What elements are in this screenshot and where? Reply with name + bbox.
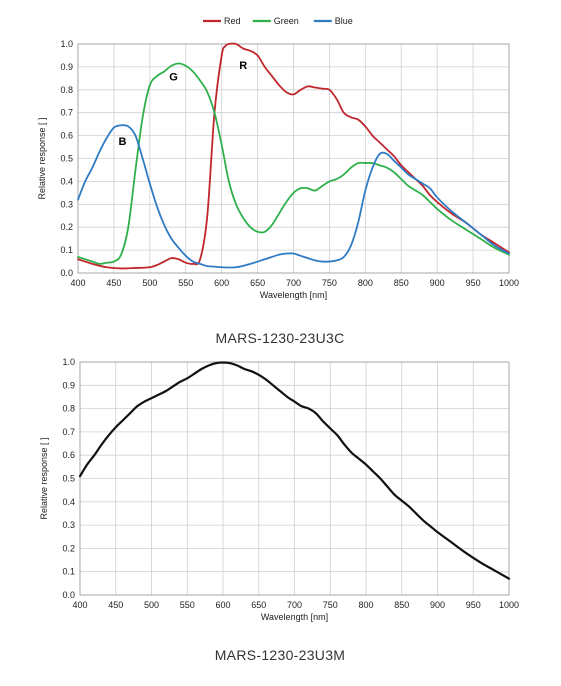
chart-caption: MARS-1230-23U3M	[215, 647, 346, 663]
series-line-red	[77, 42, 510, 270]
x-tick-label: 600	[215, 600, 230, 610]
y-tick-label: 0.1	[62, 567, 75, 577]
y-axis-label: Relative response [ ]	[39, 437, 49, 519]
x-tick-label: 800	[358, 278, 373, 288]
y-tick-label: 0.1	[60, 245, 73, 255]
y-tick-label: 0.0	[62, 590, 75, 600]
chart-caption: MARS-1230-23U3C	[216, 330, 345, 346]
x-tick-label: 800	[358, 600, 373, 610]
legend: Red Green Blue	[203, 16, 353, 26]
y-tick-label: 0.0	[60, 268, 73, 278]
annotation-g: G	[169, 72, 178, 84]
chart-2: 0.0 0.1 0.2 0.3 0.4 0.5 0.6 0.7 0.8 0.9 1.0 400 450 5…	[39, 357, 519, 663]
x-tick-label: 400	[72, 600, 87, 610]
y-tick-label: 0.4	[60, 176, 73, 186]
y-tick-label: 0.5	[62, 474, 75, 484]
x-tick-label: 500	[144, 600, 159, 610]
y-tick-label: 0.6	[62, 450, 75, 460]
y-tick-label: 0.7	[62, 427, 75, 437]
y-tick-label: 0.4	[62, 497, 75, 507]
x-tick-label: 650	[250, 278, 265, 288]
y-tick-label: 0.9	[62, 380, 75, 390]
y-tick-label: 0.8	[62, 404, 75, 414]
x-tick-label: 1000	[499, 278, 519, 288]
x-tick-label: 750	[322, 278, 337, 288]
chart-1: 0.0 0.1 0.2 0.3 0.4 0.5 0.6 0.7 0.8 0.9 1.0 400 450 5…	[37, 16, 519, 346]
x-tick-label: 700	[287, 600, 302, 610]
y-tick-label: 0.3	[62, 520, 75, 530]
x-tick-label: 900	[430, 278, 445, 288]
x-tick-label: 650	[251, 600, 266, 610]
x-tick-label: 700	[286, 278, 301, 288]
y-tick-label: 1.0	[60, 39, 73, 49]
x-axis-label: Wavelength [nm]	[261, 612, 328, 622]
annotation-b: B	[119, 136, 127, 148]
x-tick-label: 850	[394, 278, 409, 288]
y-tick-label: 0.7	[60, 108, 73, 118]
legend-label-blue: Blue	[335, 16, 353, 26]
y-tick-label: 0.3	[60, 199, 73, 209]
x-axis-label: Wavelength [nm]	[260, 290, 327, 300]
y-tick-label: 0.2	[60, 222, 73, 232]
x-tick-label: 750	[323, 600, 338, 610]
x-tick-label: 450	[106, 278, 121, 288]
grid	[79, 361, 510, 596]
x-tick-label: 850	[394, 600, 409, 610]
x-tick-label: 600	[214, 278, 229, 288]
x-tick-label: 900	[430, 600, 445, 610]
legend-label-green: Green	[274, 16, 299, 26]
plot-frame	[79, 361, 510, 596]
legend-label-red: Red	[224, 16, 241, 26]
series-line-green	[77, 62, 510, 265]
x-tick-label: 1000	[499, 600, 519, 610]
y-tick-label: 0.8	[60, 85, 73, 95]
y-tick-label: 0.9	[60, 62, 73, 72]
y-tick-label: 1.0	[62, 357, 75, 367]
y-tick-label: 0.6	[60, 131, 73, 141]
series-line-blue	[77, 124, 510, 269]
plot-frame	[77, 43, 510, 274]
x-tick-label: 550	[178, 278, 193, 288]
x-tick-label: 550	[180, 600, 195, 610]
x-tick-label: 950	[466, 600, 481, 610]
y-tick-label: 0.5	[60, 154, 73, 164]
x-tick-label: 450	[108, 600, 123, 610]
x-tick-label: 950	[466, 278, 481, 288]
y-axis-label: Relative response [ ]	[37, 117, 47, 199]
x-tick-label: 500	[142, 278, 157, 288]
series-line-response	[78, 361, 511, 580]
y-tick-label: 0.2	[62, 543, 75, 553]
x-tick-label: 400	[70, 278, 85, 288]
annotation-r: R	[239, 60, 247, 72]
